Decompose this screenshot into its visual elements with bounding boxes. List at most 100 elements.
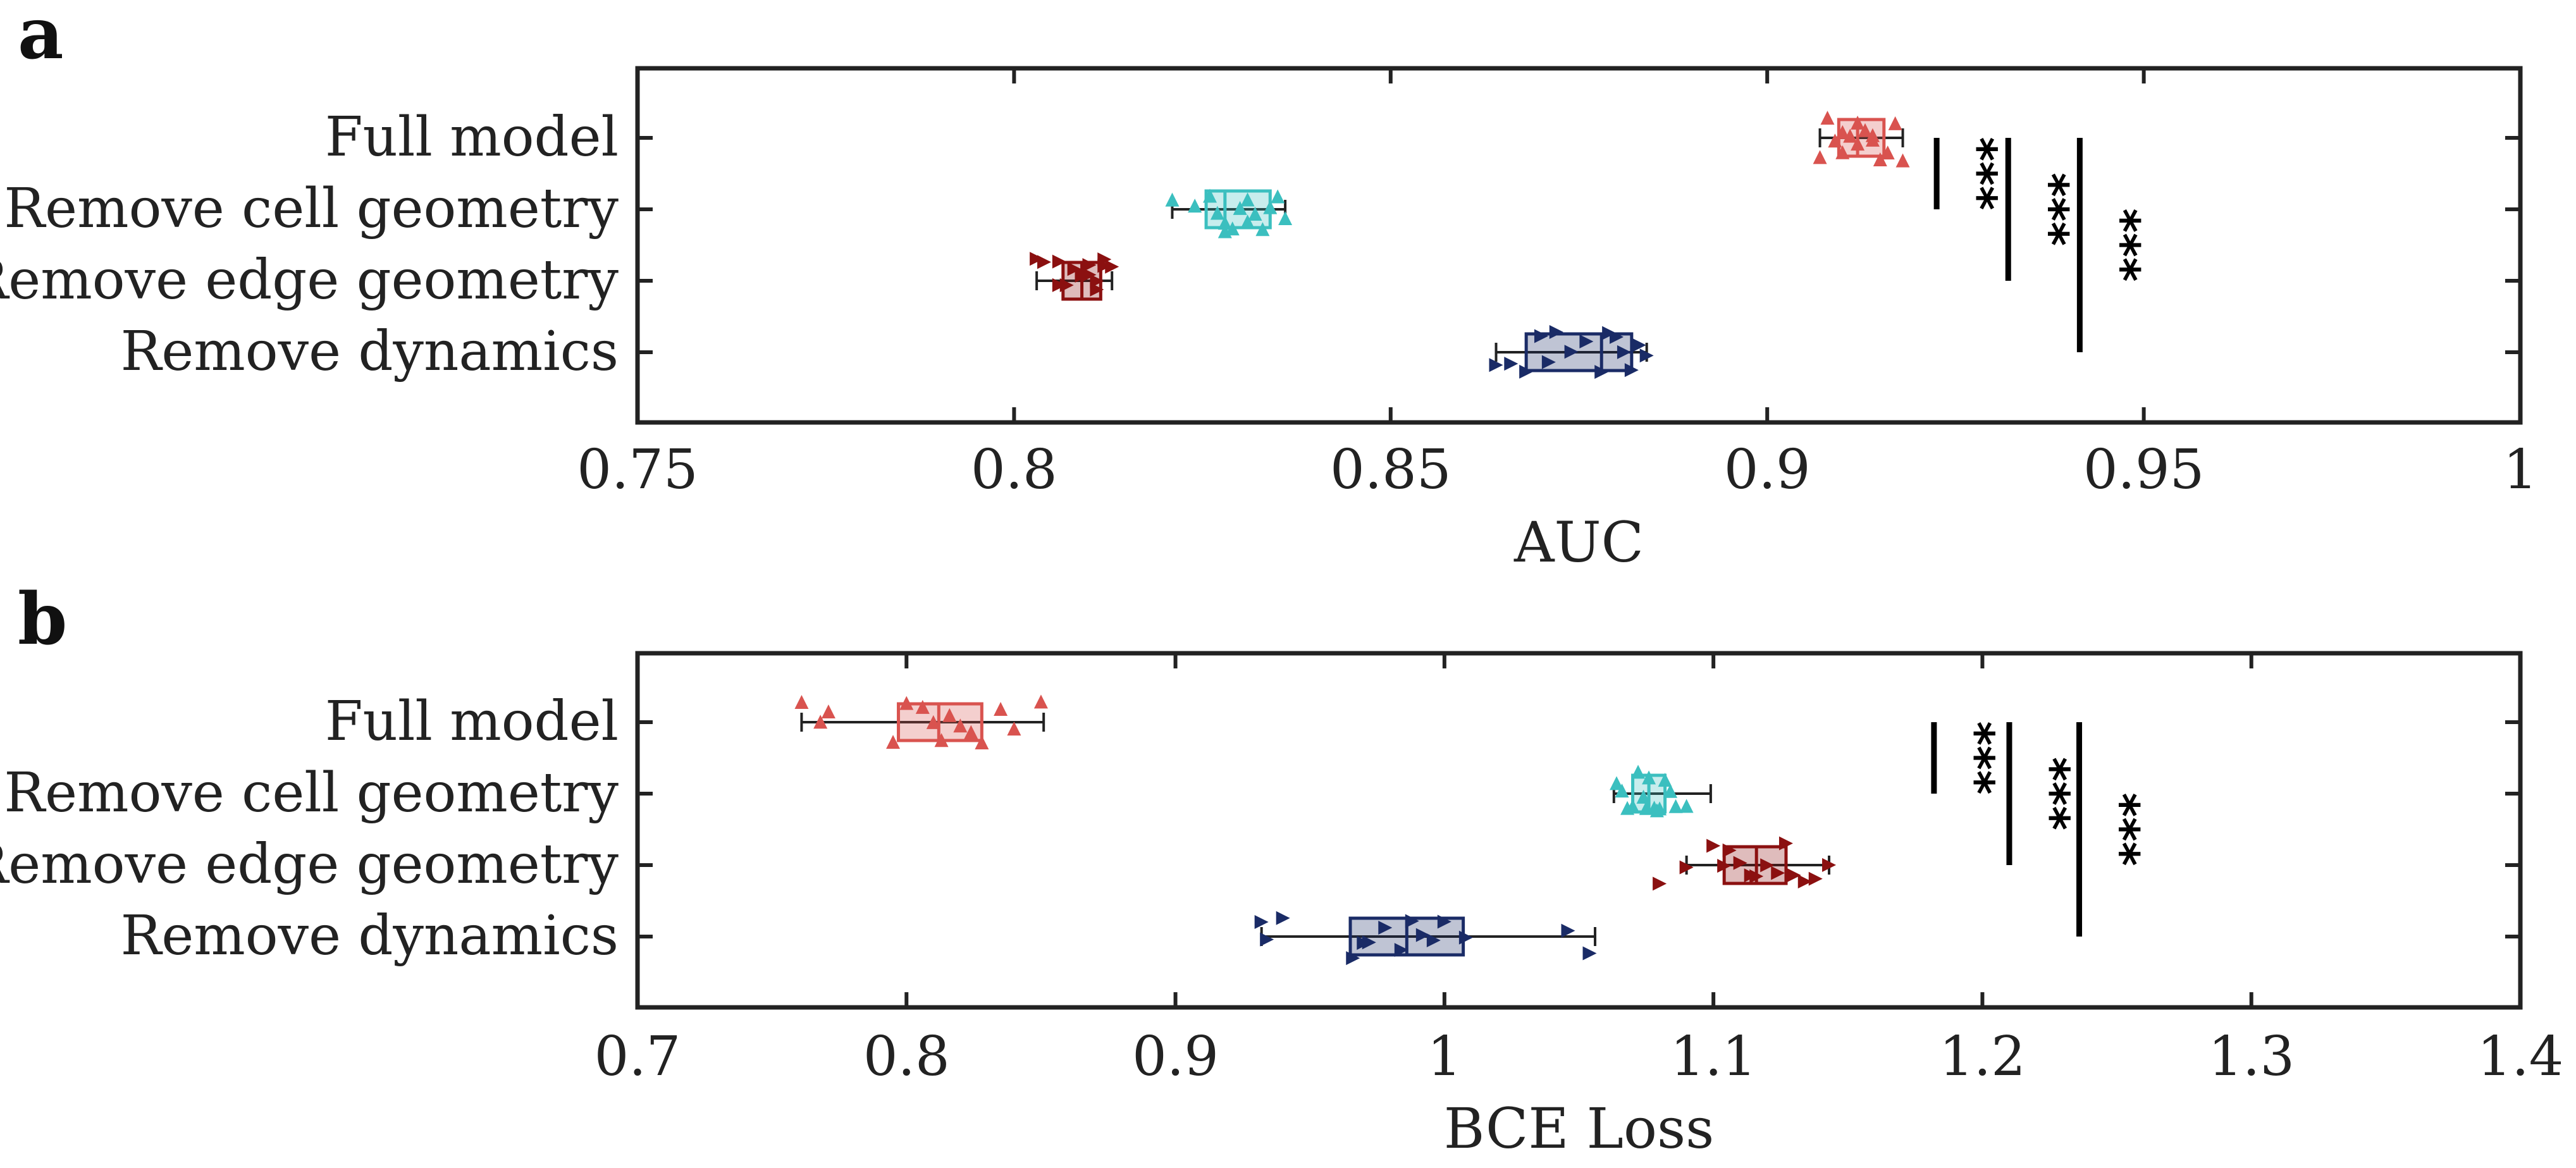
panel-a-x-axis-title: AUC <box>1513 510 1644 575</box>
panel-a-category-label-remove-cell-geometry: Remove cell geometry <box>4 177 619 240</box>
panel-a-significance-stars-1: *** <box>1952 137 2006 210</box>
panel-b-significance-stars-1: *** <box>1949 721 2004 794</box>
panel-a-point-remove-dynamics <box>1541 355 1556 369</box>
panel-a-point-remove-cell-geometry <box>1248 206 1262 221</box>
panel-b-xtick-label: 0.9 <box>1132 1025 1219 1088</box>
panel-b-point-remove-edge-geometry <box>1717 859 1732 873</box>
panel-b-point-full-model <box>1033 694 1048 709</box>
panel-a-point-remove-cell-geometry <box>1217 216 1232 230</box>
panel-b-box-remove-edge-geometry <box>1653 836 1837 891</box>
panel-a-point-remove-edge-geometry <box>1075 266 1089 280</box>
panel-b-box-full-model <box>794 694 1048 750</box>
panel-a-point-remove-dynamics <box>1579 335 1594 349</box>
panel-b-point-remove-dynamics <box>1415 928 1430 942</box>
panel-b-point-remove-dynamics <box>1394 943 1408 957</box>
panel-a-point-remove-edge-geometry <box>1059 278 1074 293</box>
panel-a-point-remove-dynamics <box>1594 365 1609 379</box>
panel-a-xtick-label: 0.85 <box>1330 438 1451 501</box>
panel-b-box-remove-cell-geometry <box>1610 765 1712 818</box>
panel-b-significance-stars-2: *** <box>2024 757 2079 830</box>
panel-b-point-remove-dynamics <box>1276 911 1290 925</box>
panel-b-category-label-full-model: Full model <box>325 690 619 753</box>
panel-b-point-remove-edge-geometry <box>1733 856 1747 870</box>
panel-a-point-remove-cell-geometry <box>1271 189 1285 204</box>
panel-b-point-remove-edge-geometry <box>1679 860 1694 875</box>
panel-a-point-full-model <box>1880 145 1895 160</box>
panel-a-point-full-model <box>1851 115 1865 130</box>
panel-b-box-remove-dynamics <box>1254 911 1597 966</box>
panel-b-axes-frame <box>635 651 2523 1010</box>
panel-b-point-full-model <box>1007 722 1021 736</box>
panel-b-point-remove-edge-geometry <box>1822 858 1837 872</box>
panel-b-xtick-label: 0.8 <box>863 1025 950 1088</box>
panel-b-point-remove-edge-geometry <box>1797 875 1812 889</box>
panel-b-xtick-label: 1 <box>1427 1025 1462 1088</box>
panel-a-point-remove-dynamics <box>1504 357 1519 371</box>
panel-a-point-remove-cell-geometry <box>1255 222 1270 237</box>
panel-b-point-full-model <box>886 735 901 749</box>
panel-b-point-full-model <box>934 733 949 747</box>
panel-a-point-remove-dynamics <box>1564 345 1579 359</box>
panel-a-point-full-model <box>1820 111 1835 125</box>
panel-b-point-full-model <box>813 715 828 729</box>
panel-b-point-remove-edge-geometry <box>1749 869 1764 883</box>
panel-b-point-remove-edge-geometry <box>1760 858 1775 873</box>
panel-b-point-remove-edge-geometry <box>1808 871 1823 886</box>
panel-b-point-full-model <box>964 725 978 739</box>
panel-b-point-remove-edge-geometry <box>1706 839 1721 853</box>
panel-b-xtick-label: 1.4 <box>2477 1025 2564 1088</box>
panel-a-box-remove-cell-geometry <box>1165 188 1293 238</box>
panel-b-category-label-remove-edge-geometry: Remove edge geometry <box>0 833 619 896</box>
panel-b-xtick-label: 1.2 <box>1939 1025 2026 1088</box>
panel-a-point-remove-cell-geometry <box>1203 188 1217 203</box>
panel-b-point-remove-dynamics <box>1260 932 1274 947</box>
panel-a-box-remove-edge-geometry <box>1030 252 1119 301</box>
panel-a-point-remove-dynamics <box>1624 363 1639 378</box>
panel-a-significance-stars-3: *** <box>2095 208 2149 281</box>
panel-a-point-remove-dynamics <box>1534 329 1548 343</box>
panel-b-significance-stars-3: *** <box>2095 792 2149 866</box>
panel-a-point-full-model <box>1865 128 1880 142</box>
panel-a-point-full-model <box>1895 153 1910 168</box>
panel-b-point-remove-dynamics <box>1561 923 1575 938</box>
panel-b-point-remove-edge-geometry <box>1722 843 1737 858</box>
panel-a-point-remove-dynamics <box>1549 325 1563 340</box>
panel-a-point-remove-cell-geometry <box>1188 199 1202 213</box>
panel-a-axes-frame <box>635 66 2523 425</box>
panel-b-point-full-model <box>915 699 930 714</box>
panel-a-point-remove-dynamics <box>1639 348 1654 363</box>
panel-a-xtick-label: 0.75 <box>577 438 698 501</box>
panel-b-xtick-label: 1.3 <box>2208 1025 2295 1088</box>
panel-b-point-remove-edge-geometry <box>1653 876 1667 891</box>
panel-a-xtick-label: 0.8 <box>971 438 1057 501</box>
panel-b-point-remove-dynamics <box>1357 936 1371 950</box>
panel-a-point-full-model <box>1851 137 1865 151</box>
panel-a-category-label-full-model: Full model <box>325 106 619 169</box>
panel-a-point-remove-edge-geometry <box>1082 258 1097 273</box>
panel-a-point-remove-dynamics <box>1519 364 1534 379</box>
panel-b-point-remove-dynamics <box>1437 914 1451 929</box>
panel-a-category-label-remove-dynamics: Remove dynamics <box>121 320 619 383</box>
panel-a-xtick-label: 1 <box>2503 438 2538 501</box>
panel-a-point-full-model <box>1835 125 1850 139</box>
panel-b-point-full-model <box>975 735 989 750</box>
panel-b-point-remove-dynamics <box>1378 920 1393 935</box>
panel-a-point-remove-edge-geometry <box>1037 255 1052 269</box>
panel-b-point-remove-cell-geometry <box>1663 784 1678 798</box>
panel-a-point-remove-edge-geometry <box>1052 254 1066 269</box>
panel-b-point-remove-cell-geometry <box>1649 803 1664 818</box>
panel-a-point-full-model <box>1835 145 1850 159</box>
panel-b-category-label-remove-dynamics: Remove dynamics <box>121 904 619 968</box>
panel-a-point-full-model <box>1888 116 1902 130</box>
panel-b-point-remove-cell-geometry <box>1625 799 1640 813</box>
panel-b-point-remove-dynamics <box>1405 914 1419 928</box>
panel-b-point-full-model <box>994 701 1008 716</box>
panel-a-point-remove-cell-geometry <box>1240 214 1255 229</box>
panel-a-point-remove-cell-geometry <box>1210 206 1224 220</box>
panel-b-point-remove-cell-geometry <box>1679 799 1694 813</box>
panel-b: b 0.7 0.8 0.9 1 1.1 1.2 1.3 1.4 BCE Loss Full mod… <box>0 578 2563 1161</box>
panel-a-point-full-model <box>1813 150 1827 164</box>
panel-b-point-remove-dynamics <box>1346 951 1360 966</box>
panel-b-point-remove-edge-geometry <box>1778 836 1793 851</box>
